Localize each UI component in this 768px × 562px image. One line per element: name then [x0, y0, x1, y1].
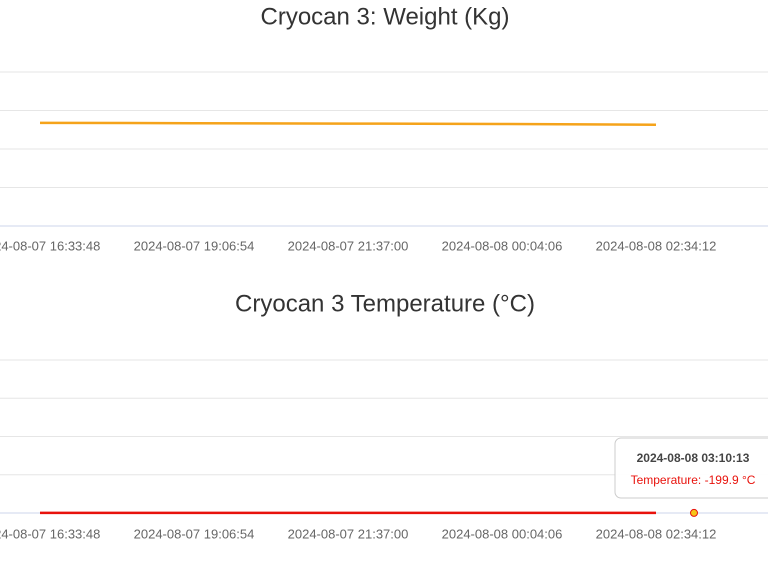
x-tick-label: 2024-08-08 00:04:06: [442, 526, 563, 541]
x-tick-label: 2024-08-08 02:34:12: [596, 526, 717, 541]
tooltip-title: 2024-08-08 03:10:13: [637, 451, 750, 465]
x-tick-label: 2024-08-07 16:33:48: [0, 526, 100, 541]
tooltip-point: [690, 508, 698, 517]
x-tick-label: 2024-08-07 21:37:00: [288, 526, 409, 541]
x-tick-label: 2024-08-07 16:33:48: [0, 238, 100, 253]
x-tick-label: 2024-08-07 19:06:54: [134, 238, 255, 253]
chart: Cryocan 3: Weight (Kg)0102030402024-08-0…: [0, 3, 768, 253]
chart-title: Cryocan 3: Weight (Kg): [261, 3, 510, 30]
x-tick-label: 2024-08-08 02:34:12: [596, 238, 717, 253]
tooltip-text: Temperature: -199.9 °C: [631, 473, 756, 487]
data-line: [39, 121, 657, 126]
chart: Cryocan 3 Temperature (°C)-200-150-100-5…: [0, 290, 768, 541]
x-tick-label: 2024-08-07 21:37:00: [288, 238, 409, 253]
chart-title: Cryocan 3 Temperature (°C): [235, 290, 535, 317]
x-tick-label: 2024-08-08 00:04:06: [442, 238, 563, 253]
tooltip-box: [614, 437, 768, 499]
x-tick-label: 2024-08-07 19:06:54: [134, 526, 255, 541]
